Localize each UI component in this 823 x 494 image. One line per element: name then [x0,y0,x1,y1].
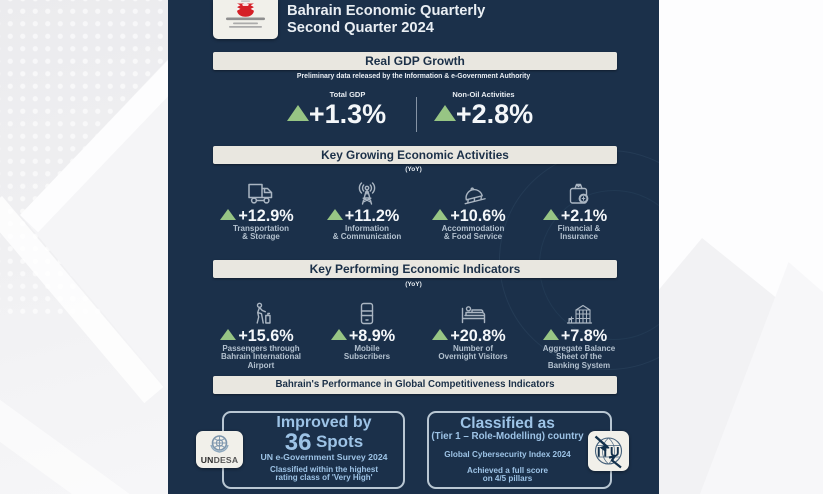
svg-text:UNDESA: UNDESA [201,455,239,465]
